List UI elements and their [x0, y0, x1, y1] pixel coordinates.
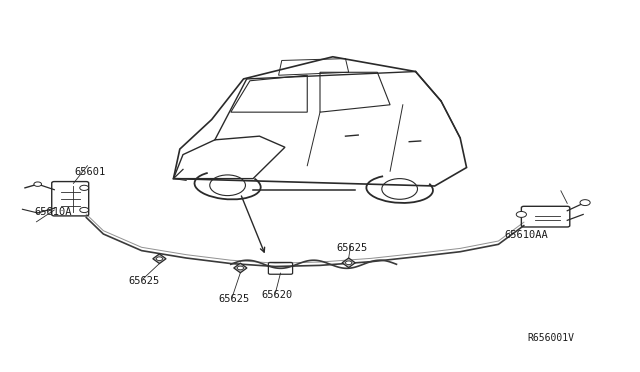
- Circle shape: [516, 211, 527, 217]
- Circle shape: [34, 182, 42, 186]
- Text: 65625: 65625: [129, 276, 160, 286]
- Text: 65601: 65601: [75, 167, 106, 177]
- Text: 65610A: 65610A: [35, 207, 72, 217]
- Polygon shape: [342, 258, 355, 267]
- Polygon shape: [153, 254, 166, 263]
- Text: 65625: 65625: [336, 243, 367, 253]
- Text: 65620: 65620: [261, 291, 292, 301]
- Text: R656001V: R656001V: [527, 333, 574, 343]
- Circle shape: [237, 266, 243, 270]
- Circle shape: [346, 261, 352, 264]
- Polygon shape: [234, 263, 247, 273]
- Circle shape: [156, 257, 163, 260]
- Text: 65625: 65625: [218, 294, 250, 304]
- Text: 65610AA: 65610AA: [505, 230, 548, 240]
- Circle shape: [580, 200, 590, 206]
